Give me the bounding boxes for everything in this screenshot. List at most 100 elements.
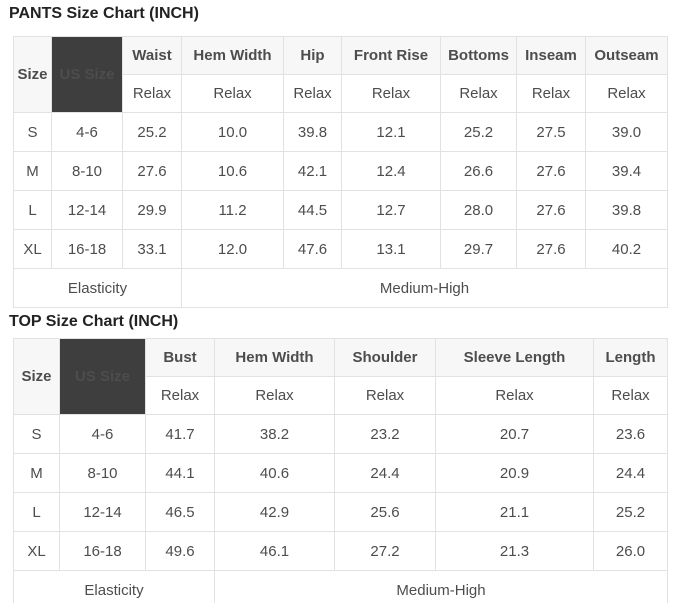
pants-header-front-rise: Front Rise <box>341 36 441 75</box>
pants-value-cell: 44.5 <box>283 190 342 230</box>
pants-value-cell: 27.6 <box>516 151 586 191</box>
top-header-size: Size <box>13 338 60 415</box>
pants-row-l: L 12-14 29.9 11.2 44.5 12.7 28.0 27.6 39… <box>13 190 668 230</box>
top-value-cell: 23.2 <box>334 414 436 454</box>
top-header-shoulder: Shoulder <box>334 338 436 377</box>
top-header-hem-width: Hem Width <box>214 338 335 377</box>
pants-fit-cell: Relax <box>122 74 182 113</box>
top-value-cell: 20.9 <box>435 453 594 493</box>
top-value-cell: 20.7 <box>435 414 594 454</box>
top-value-cell: 27.2 <box>334 531 436 571</box>
pants-value-cell: 27.6 <box>516 229 586 269</box>
top-us-size-cell: 16-18 <box>59 531 146 571</box>
pants-value-cell: 40.2 <box>585 229 668 269</box>
top-row-l: L 12-14 46.5 42.9 25.6 21.1 25.2 <box>13 492 668 532</box>
top-header-sleeve-length: Sleeve Length <box>435 338 594 377</box>
pants-value-cell: 29.9 <box>122 190 182 230</box>
top-value-cell: 42.9 <box>214 492 335 532</box>
top-value-cell: 21.1 <box>435 492 594 532</box>
pants-value-cell: 12.0 <box>181 229 284 269</box>
top-header-bust: Bust <box>145 338 215 377</box>
top-value-cell: 46.1 <box>214 531 335 571</box>
pants-size-cell: L <box>13 190 52 230</box>
top-chart-title: TOP Size Chart (INCH) <box>9 313 179 330</box>
pants-value-cell: 39.8 <box>585 190 668 230</box>
pants-value-cell: 10.0 <box>181 112 284 152</box>
top-size-cell: L <box>13 492 60 532</box>
pants-fit-cell: Relax <box>516 74 586 113</box>
pants-fit-cell: Relax <box>440 74 517 113</box>
pants-us-size-cell: 4-6 <box>51 112 123 152</box>
top-size-cell: M <box>13 453 60 493</box>
top-size-chart: TOP Size Chart (INCH) Size US Size Bust … <box>8 313 668 603</box>
pants-header-waist: Waist <box>122 36 182 75</box>
top-row-s: S 4-6 41.7 38.2 23.2 20.7 23.6 <box>13 414 668 454</box>
top-size-cell: XL <box>13 531 60 571</box>
top-value-cell: 24.4 <box>334 453 436 493</box>
pants-value-cell: 25.2 <box>440 112 517 152</box>
pants-value-cell: 10.6 <box>181 151 284 191</box>
pants-header-hem-width: Hem Width <box>181 36 284 75</box>
top-value-cell: 46.5 <box>145 492 215 532</box>
top-value-cell: 49.6 <box>145 531 215 571</box>
pants-value-cell: 27.6 <box>122 151 182 191</box>
pants-value-cell: 25.2 <box>122 112 182 152</box>
top-value-cell: 24.4 <box>593 453 668 493</box>
top-value-cell: 25.2 <box>593 492 668 532</box>
pants-size-table: Size US Size Waist Hem Width Hip Front R… <box>13 36 668 308</box>
top-value-cell: 38.2 <box>214 414 335 454</box>
pants-elasticity-label: Elasticity <box>13 268 182 308</box>
pants-fit-cell: Relax <box>283 74 342 113</box>
top-fit-cell: Relax <box>435 376 594 415</box>
top-elasticity-label: Elasticity <box>13 570 215 603</box>
top-row-m: M 8-10 44.1 40.6 24.4 20.9 24.4 <box>13 453 668 493</box>
pants-value-cell: 47.6 <box>283 229 342 269</box>
pants-value-cell: 27.6 <box>516 190 586 230</box>
pants-value-cell: 29.7 <box>440 229 517 269</box>
top-elasticity-row: Elasticity Medium-High <box>13 570 668 603</box>
top-value-cell: 26.0 <box>593 531 668 571</box>
pants-value-cell: 12.4 <box>341 151 441 191</box>
pants-value-cell: 12.1 <box>341 112 441 152</box>
pants-header-inseam: Inseam <box>516 36 586 75</box>
pants-value-cell: 33.1 <box>122 229 182 269</box>
top-size-cell: S <box>13 414 60 454</box>
top-value-cell: 40.6 <box>214 453 335 493</box>
pants-elasticity-row: Elasticity Medium-High <box>13 268 668 308</box>
pants-value-cell: 12.7 <box>341 190 441 230</box>
top-value-cell: 23.6 <box>593 414 668 454</box>
pants-size-cell: S <box>13 112 52 152</box>
top-value-cell: 41.7 <box>145 414 215 454</box>
pants-header-size: Size <box>13 36 52 113</box>
top-header-length: Length <box>593 338 668 377</box>
pants-value-cell: 39.8 <box>283 112 342 152</box>
top-header-us-size: US Size <box>59 338 146 415</box>
pants-fit-cell: Relax <box>181 74 284 113</box>
pants-us-size-cell: 16-18 <box>51 229 123 269</box>
top-fit-cell: Relax <box>334 376 436 415</box>
pants-value-cell: 27.5 <box>516 112 586 152</box>
pants-value-cell: 28.0 <box>440 190 517 230</box>
pants-elasticity-value: Medium-High <box>181 268 668 308</box>
pants-size-cell: M <box>13 151 52 191</box>
top-fit-cell: Relax <box>593 376 668 415</box>
pants-value-cell: 26.6 <box>440 151 517 191</box>
top-value-cell: 25.6 <box>334 492 436 532</box>
top-value-cell: 44.1 <box>145 453 215 493</box>
top-us-size-cell: 4-6 <box>59 414 146 454</box>
pants-us-size-cell: 12-14 <box>51 190 123 230</box>
pants-header-us-size: US Size <box>51 36 123 113</box>
pants-value-cell: 13.1 <box>341 229 441 269</box>
pants-value-cell: 39.4 <box>585 151 668 191</box>
pants-row-s: S 4-6 25.2 10.0 39.8 12.1 25.2 27.5 39.0 <box>13 112 668 152</box>
pants-chart-title: PANTS Size Chart (INCH) <box>9 5 199 22</box>
pants-value-cell: 42.1 <box>283 151 342 191</box>
pants-us-size-cell: 8-10 <box>51 151 123 191</box>
top-fit-cell: Relax <box>145 376 215 415</box>
pants-row-m: M 8-10 27.6 10.6 42.1 12.4 26.6 27.6 39.… <box>13 151 668 191</box>
top-size-table: Size US Size Bust Hem Width Shoulder Sle… <box>13 338 668 603</box>
pants-fit-cell: Relax <box>585 74 668 113</box>
top-us-size-cell: 12-14 <box>59 492 146 532</box>
pants-header-outseam: Outseam <box>585 36 668 75</box>
